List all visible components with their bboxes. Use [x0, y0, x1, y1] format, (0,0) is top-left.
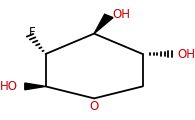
Text: F: F — [28, 26, 35, 39]
Polygon shape — [94, 14, 113, 34]
Polygon shape — [25, 83, 46, 90]
Text: HO: HO — [0, 80, 18, 93]
Text: OH: OH — [112, 8, 130, 21]
Text: OH: OH — [178, 48, 195, 60]
Text: O: O — [90, 100, 99, 113]
